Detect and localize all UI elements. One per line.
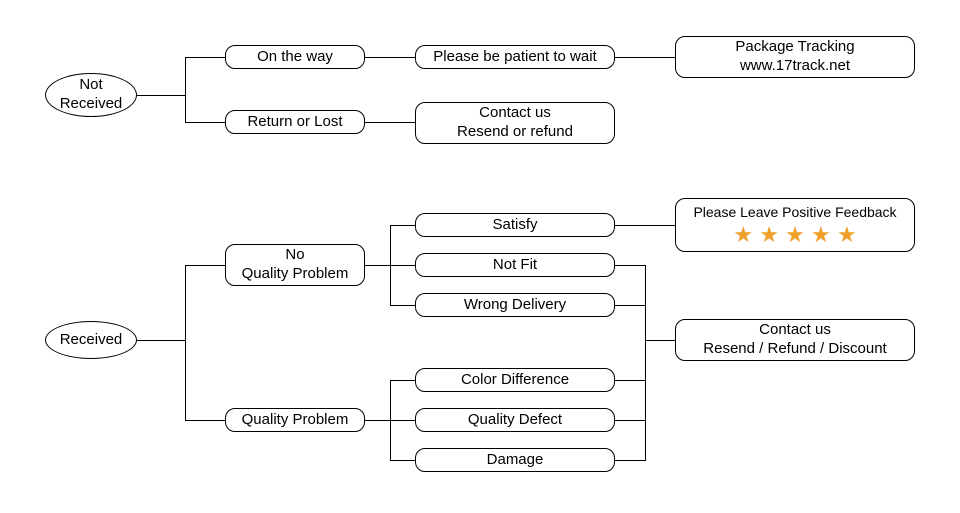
node-damage: Damage [415,448,615,472]
edge [615,460,645,461]
node-return-lost-label: Return or Lost [247,113,342,132]
star-icon: ★ [785,224,805,246]
edge [645,265,646,461]
edge [185,265,225,266]
star-icon: ★ [759,224,779,246]
node-patient-wait-label: Please be patient to wait [433,48,596,67]
star-rating: ★ ★ ★ ★ ★ [732,224,857,248]
edge [615,305,645,306]
node-positive-feedback: Please Leave Positive Feedback ★ ★ ★ ★ ★ [675,198,915,252]
edge [390,265,415,266]
root-received: Received [45,321,137,359]
node-positive-feedback-label: Please Leave Positive Feedback [693,204,896,222]
star-icon: ★ [811,224,831,246]
edge [185,265,186,421]
node-quality-defect: Quality Defect [415,408,615,432]
node-satisfy: Satisfy [415,213,615,237]
node-package-tracking-label: Package Trackingwww.17track.net [735,38,854,76]
edge [615,380,645,381]
node-on-the-way: On the way [225,45,365,69]
node-contact-rrd: Contact usResend / Refund / Discount [675,319,915,361]
edge [615,420,645,421]
node-not-fit: Not Fit [415,253,615,277]
star-icon: ★ [837,224,857,246]
node-quality-problem: Quality Problem [225,408,365,432]
node-no-quality-problem-label: NoQuality Problem [242,246,349,284]
node-contact-rrd-label: Contact usResend / Refund / Discount [703,321,886,359]
star-icon: ★ [733,224,753,246]
flowchart-canvas: NotReceived Received On the way Return o… [0,0,960,513]
node-package-tracking: Package Trackingwww.17track.net [675,36,915,78]
node-color-difference-label: Color Difference [461,371,569,390]
edge [185,57,186,123]
node-contact-resend-refund-label: Contact usResend or refund [457,104,573,142]
edge [185,420,225,421]
node-patient-wait: Please be patient to wait [415,45,615,69]
node-satisfy-label: Satisfy [492,216,537,235]
root-not-received-label: NotReceived [60,76,123,114]
edge [365,122,415,123]
edge [390,460,415,461]
edge [137,340,185,341]
edge [185,122,225,123]
node-wrong-delivery-label: Wrong Delivery [464,296,566,315]
node-damage-label: Damage [487,451,544,470]
edge [365,265,390,266]
edge [390,380,415,381]
edge [390,305,415,306]
node-contact-resend-refund: Contact usResend or refund [415,102,615,144]
root-not-received: NotReceived [45,73,137,117]
node-no-quality-problem: NoQuality Problem [225,244,365,286]
edge [365,420,390,421]
node-color-difference: Color Difference [415,368,615,392]
node-on-the-way-label: On the way [257,48,333,67]
node-not-fit-label: Not Fit [493,256,537,275]
edge [615,265,645,266]
node-wrong-delivery: Wrong Delivery [415,293,615,317]
edge [137,95,185,96]
edge [615,225,675,226]
edge [390,420,415,421]
edge [645,340,675,341]
edge [390,225,415,226]
edge [615,57,675,58]
node-quality-defect-label: Quality Defect [468,411,562,430]
node-quality-problem-label: Quality Problem [242,411,349,430]
edge [185,57,225,58]
root-received-label: Received [60,331,123,350]
edge [365,57,415,58]
node-return-lost: Return or Lost [225,110,365,134]
